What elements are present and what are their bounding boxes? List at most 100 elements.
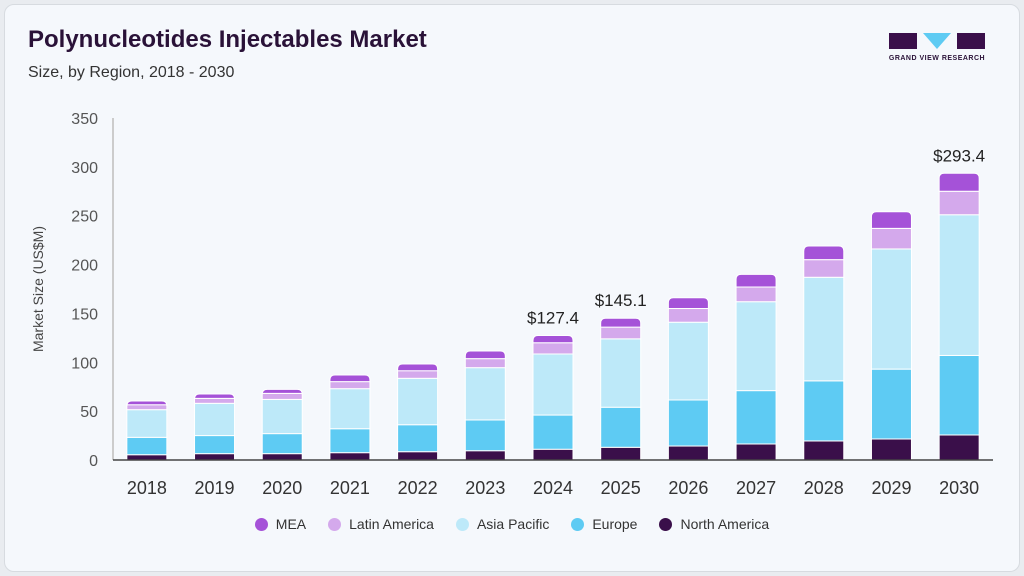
- bar-segment: [397, 370, 439, 379]
- bar-segment: [938, 354, 980, 436]
- y-tick-label: 250: [71, 209, 98, 226]
- legend-label: MEA: [275, 516, 307, 532]
- data-label: $145.1: [595, 291, 647, 310]
- bar-segment: [329, 452, 371, 461]
- x-tick-label: 2026: [668, 478, 708, 498]
- bar-segment: [803, 276, 845, 382]
- legend-label: Latin America: [349, 516, 434, 532]
- bar-segment: [194, 453, 236, 461]
- chart-title: Polynucleotides Injectables Market: [28, 26, 427, 53]
- chart-subtitle: Size, by Region, 2018 - 2030: [28, 64, 235, 81]
- bar-segment: [126, 404, 168, 411]
- bar-segment: [397, 451, 439, 461]
- bar-segment: [329, 381, 371, 390]
- bar-segment: [397, 363, 439, 372]
- y-tick-label: 300: [71, 160, 98, 177]
- x-tick-label: 2020: [262, 478, 302, 498]
- bar-segment: [464, 358, 506, 369]
- bar-segment: [938, 190, 980, 216]
- bar-segment: [464, 367, 506, 421]
- y-tick-label: 100: [71, 355, 98, 372]
- bar-segment: [803, 380, 845, 442]
- bar-segment: [938, 434, 980, 461]
- bar-segment: [532, 335, 574, 344]
- x-tick-label: 2021: [330, 478, 370, 498]
- bar-segment: [938, 172, 980, 192]
- bar-segment: [735, 443, 777, 461]
- bar-segment: [667, 399, 709, 447]
- legend: MEA Latin America Asia Pacific Europe North …: [0, 516, 1024, 532]
- bar-segment: [735, 286, 777, 303]
- bar-segment: [126, 436, 168, 456]
- data-label: $293.4: [933, 146, 985, 165]
- bar-segment: [600, 317, 642, 328]
- legend-swatch: [328, 517, 342, 531]
- bar-segment: [261, 453, 303, 461]
- bar-segment: [194, 435, 236, 455]
- bar-segment: [803, 259, 845, 278]
- bar-segment: [938, 214, 980, 356]
- x-tick-label: 2030: [939, 478, 979, 498]
- bar-segment: [870, 438, 912, 461]
- x-tick-label: 2018: [127, 478, 167, 498]
- bar-segment: [803, 245, 845, 261]
- bar-segment: [464, 450, 506, 461]
- bar-segment: [870, 227, 912, 250]
- legend-item: North America: [659, 516, 769, 532]
- bar-segment: [126, 400, 168, 407]
- x-tick-label: 2023: [465, 478, 505, 498]
- legend-item: Latin America: [328, 516, 434, 532]
- legend-label: North America: [680, 516, 770, 532]
- y-tick-label: 200: [71, 258, 98, 275]
- bar-segment: [600, 406, 642, 448]
- bar-segment: [126, 454, 168, 461]
- bar-segment: [464, 419, 506, 452]
- data-label: $127.4: [527, 309, 579, 328]
- x-tick-label: 2019: [195, 478, 235, 498]
- bar-segment: [667, 321, 709, 401]
- x-tick-label: 2024: [533, 478, 573, 498]
- y-tick-label: 150: [71, 306, 98, 323]
- legend-swatch: [455, 517, 469, 531]
- logo-text: GRAND VIEW RESEARCH: [888, 55, 986, 62]
- legend-swatch: [571, 517, 585, 531]
- bar-segment: [261, 433, 303, 455]
- bar-segment: [194, 393, 236, 400]
- bar-segment: [532, 353, 574, 416]
- x-tick-label: 2027: [736, 478, 776, 498]
- bar-segment: [600, 326, 642, 340]
- bar-segment: [329, 374, 371, 383]
- bar-segment: [600, 446, 642, 461]
- y-tick-label: 350: [71, 111, 98, 128]
- bar-segment: [735, 390, 777, 445]
- bar-segment: [126, 409, 168, 438]
- x-tick-label: 2028: [804, 478, 844, 498]
- bar-segment: [735, 301, 777, 392]
- bar-segment: [261, 392, 303, 400]
- legend-label: Europe: [592, 516, 638, 532]
- bar-segment: [735, 273, 777, 288]
- x-tick-label: 2025: [601, 478, 641, 498]
- bar-segment: [532, 448, 574, 461]
- y-tick-label: 0: [89, 453, 98, 470]
- grand-view-research-logo: GRAND VIEW RESEARCH: [885, 31, 995, 71]
- legend-label: Asia Pacific: [476, 516, 550, 532]
- bar-segment: [600, 338, 642, 408]
- bar-segment: [870, 211, 912, 229]
- legend-swatch: [659, 517, 673, 531]
- bar-segment: [194, 397, 236, 404]
- y-axis-label: Market Size (US$M): [30, 226, 46, 352]
- bar-segment: [464, 350, 506, 360]
- bar-segment: [803, 440, 845, 461]
- bar-segment: [329, 428, 371, 454]
- bar-segment: [397, 377, 439, 426]
- legend-item: Asia Pacific: [455, 516, 550, 532]
- bar-segment: [667, 445, 709, 461]
- legend-item: Europe: [571, 516, 637, 532]
- bar-segment: [397, 424, 439, 453]
- bar-segment: [194, 402, 236, 437]
- bar-segment: [532, 414, 574, 450]
- chart-card: GRAND VIEW RESEARCH: [4, 4, 1020, 572]
- x-tick-label: 2029: [871, 478, 911, 498]
